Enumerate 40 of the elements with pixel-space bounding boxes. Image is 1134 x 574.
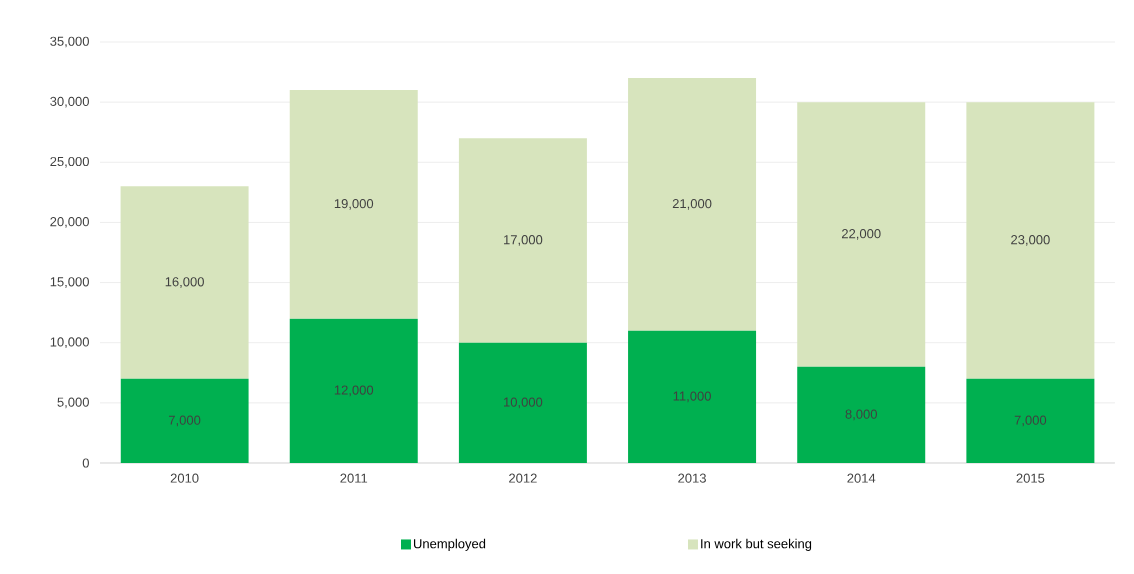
- x-tick-label: 2012: [509, 473, 537, 483]
- bar: [797, 102, 926, 367]
- data-label: 11,000: [673, 391, 711, 403]
- y-tick-label: 25,000: [50, 156, 89, 168]
- bar: [289, 90, 418, 319]
- data-label: 21,000: [672, 199, 712, 210]
- y-tick-label: 20,000: [50, 217, 89, 228]
- data-label: 7,000: [169, 415, 201, 427]
- bar: [628, 330, 757, 463]
- x-tick-label: 2015: [1016, 473, 1045, 483]
- x-tick-label: 2013: [678, 473, 706, 483]
- y-tick-label: 0: [82, 458, 89, 468]
- bar: [966, 378, 1095, 463]
- y-tick-label: 30,000: [50, 96, 89, 108]
- x-tick-label: 2011: [340, 473, 368, 483]
- data-label: 8,000: [845, 409, 877, 421]
- bar: [289, 318, 418, 463]
- bar: [120, 186, 249, 379]
- data-label: 19,000: [334, 199, 374, 210]
- x-tick-label: 2014: [847, 473, 876, 483]
- y-tick-label: 35,000: [50, 36, 89, 48]
- x-tick-label: 2010: [170, 473, 199, 483]
- bar: [966, 102, 1095, 379]
- y-tick-label: 10,000: [50, 337, 89, 349]
- bar: [120, 378, 249, 463]
- legend-label: Unemployed: [413, 538, 486, 551]
- y-tick-label: 5,000: [57, 397, 89, 409]
- data-label: 10,000: [504, 397, 543, 409]
- data-label: 16,000: [165, 277, 204, 288]
- bar: [458, 138, 587, 343]
- bar: [458, 342, 587, 463]
- y-tick-label: 15,000: [50, 277, 89, 288]
- data-label: 22,000: [842, 229, 881, 240]
- data-label: 17,000: [504, 235, 543, 246]
- bar: [797, 366, 926, 463]
- legend-label: In work but seeking: [701, 538, 812, 551]
- data-label: 23,000: [1011, 235, 1050, 246]
- data-label: 7,000: [1014, 415, 1047, 427]
- bar: [628, 78, 757, 331]
- data-label: 12,000: [334, 385, 374, 397]
